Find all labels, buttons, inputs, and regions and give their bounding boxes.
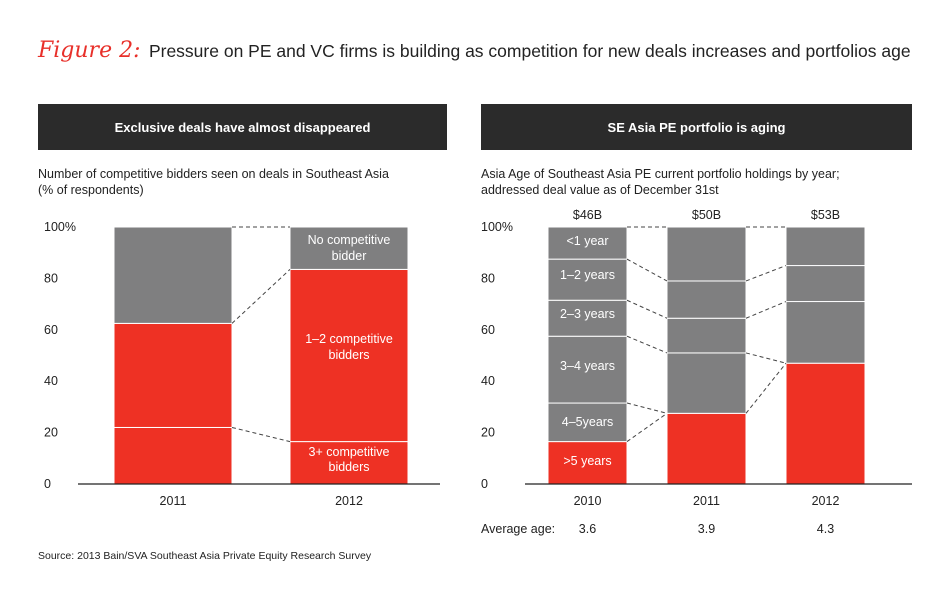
figure-label: Figure 2:	[38, 38, 141, 63]
figure-title: Pressure on PE and VC firms is building …	[148, 41, 911, 61]
left-subtitle-line2: (% of respondents)	[38, 183, 144, 197]
portfolio-total-label: $46B	[573, 208, 602, 222]
portfolio-bar-segment	[666, 226, 747, 282]
portfolio-bar-segment	[785, 301, 866, 364]
portfolio-category-label: 2010	[574, 494, 602, 508]
bidders-y-tick-label: 0	[44, 477, 51, 491]
bidders-bar-segment	[289, 226, 409, 270]
portfolio-connector-line	[626, 258, 668, 282]
portfolio-bar-segment	[785, 362, 866, 485]
bidders-segment-label: No competitive	[308, 233, 391, 247]
bidders-category-label: 2011	[160, 494, 187, 508]
right-subtitle-line2: addressed deal value as of December 31st	[481, 183, 719, 197]
portfolio-category-label: 2012	[812, 494, 840, 508]
portfolio-segment-label: >5 years	[563, 454, 611, 468]
bidders-y-tick-label: 40	[44, 374, 58, 388]
portfolio-bar-segment	[666, 317, 747, 354]
portfolio-connector-line	[745, 265, 787, 282]
portfolio-connector-line	[626, 412, 668, 443]
portfolio-total-label: $50B	[692, 208, 721, 222]
portfolio-segment-label: 3–4 years	[560, 359, 615, 373]
source-note: Source: 2013 Bain/SVA Southeast Asia Pri…	[38, 550, 372, 562]
bidders-bar-segment	[113, 426, 233, 485]
portfolio-segment-label: 2–3 years	[560, 307, 615, 321]
average-age-value: 4.3	[817, 522, 834, 536]
bidders-segment-label: 3+ competitive	[309, 445, 390, 459]
right-subtitle-line1: Asia Age of Southeast Asia PE current po…	[481, 167, 840, 181]
portfolio-bar-segment	[547, 402, 628, 443]
portfolio-bar-segment	[666, 280, 747, 319]
figure-heading: Figure 2: Pressure on PE and VC firms is…	[38, 38, 911, 63]
portfolio-y-tick-label: 20	[481, 426, 495, 440]
left-chart-banner: Exclusive deals have almost disappeared	[38, 104, 447, 150]
bidders-bar-segment	[113, 226, 233, 324]
bidders-category-label: 2012	[335, 494, 363, 508]
bidders-segment-label: 1–2 competitive	[305, 332, 393, 346]
bidders-connector-line	[231, 426, 291, 443]
bidders-segment-label: bidder	[332, 249, 367, 263]
portfolio-connector-line	[626, 335, 668, 354]
portfolio-y-tick-label: 0	[481, 477, 488, 491]
portfolio-y-tick-label: 60	[481, 323, 495, 337]
portfolio-bar-segment	[785, 265, 866, 303]
bidders-segment-label: bidders	[329, 348, 370, 362]
average-age-label: Average age:	[481, 522, 555, 536]
portfolio-connector-line	[626, 402, 668, 414]
average-age-value: 3.6	[579, 522, 596, 536]
portfolio-segment-label: 1–2 years	[560, 268, 615, 282]
portfolio-bar-segment	[785, 226, 866, 267]
portfolio-connector-line	[745, 362, 787, 414]
portfolio-segment-label: 4–5years	[562, 415, 613, 429]
portfolio-connector-line	[626, 299, 668, 319]
portfolio-segment-label: <1 year	[566, 234, 608, 248]
bidders-segment-label: bidders	[329, 460, 370, 474]
left-chart-subtitle: Number of competitive bidders seen on de…	[38, 166, 468, 198]
bidders-y-tick-label: 60	[44, 323, 58, 337]
portfolio-bar-segment	[547, 258, 628, 301]
portfolio-bar-segment	[547, 441, 628, 485]
portfolio-y-tick-label: 40	[481, 374, 495, 388]
portfolio-y-tick-label: 100%	[481, 220, 513, 234]
portfolio-bar-segment	[666, 412, 747, 485]
bidders-y-tick-label: 100%	[44, 220, 76, 234]
bidders-bar-segment	[113, 322, 233, 428]
bidders-y-tick-label: 20	[44, 426, 58, 440]
portfolio-connector-line	[745, 352, 787, 364]
average-age-value: 3.9	[698, 522, 715, 536]
bidders-y-tick-label: 80	[44, 271, 58, 285]
portfolio-y-tick-label: 80	[481, 271, 495, 285]
portfolio-connector-line	[745, 301, 787, 319]
portfolio-bar-segment	[666, 352, 747, 414]
portfolio-bar-segment	[547, 226, 628, 260]
left-subtitle-line1: Number of competitive bidders seen on de…	[38, 167, 389, 181]
right-chart-banner: SE Asia PE portfolio is aging	[481, 104, 912, 150]
portfolio-bar-segment	[547, 335, 628, 404]
right-chart-subtitle: Asia Age of Southeast Asia PE current po…	[481, 166, 911, 198]
bidders-connector-line	[231, 269, 291, 324]
portfolio-category-label: 2011	[693, 494, 720, 508]
portfolio-total-label: $53B	[811, 208, 840, 222]
